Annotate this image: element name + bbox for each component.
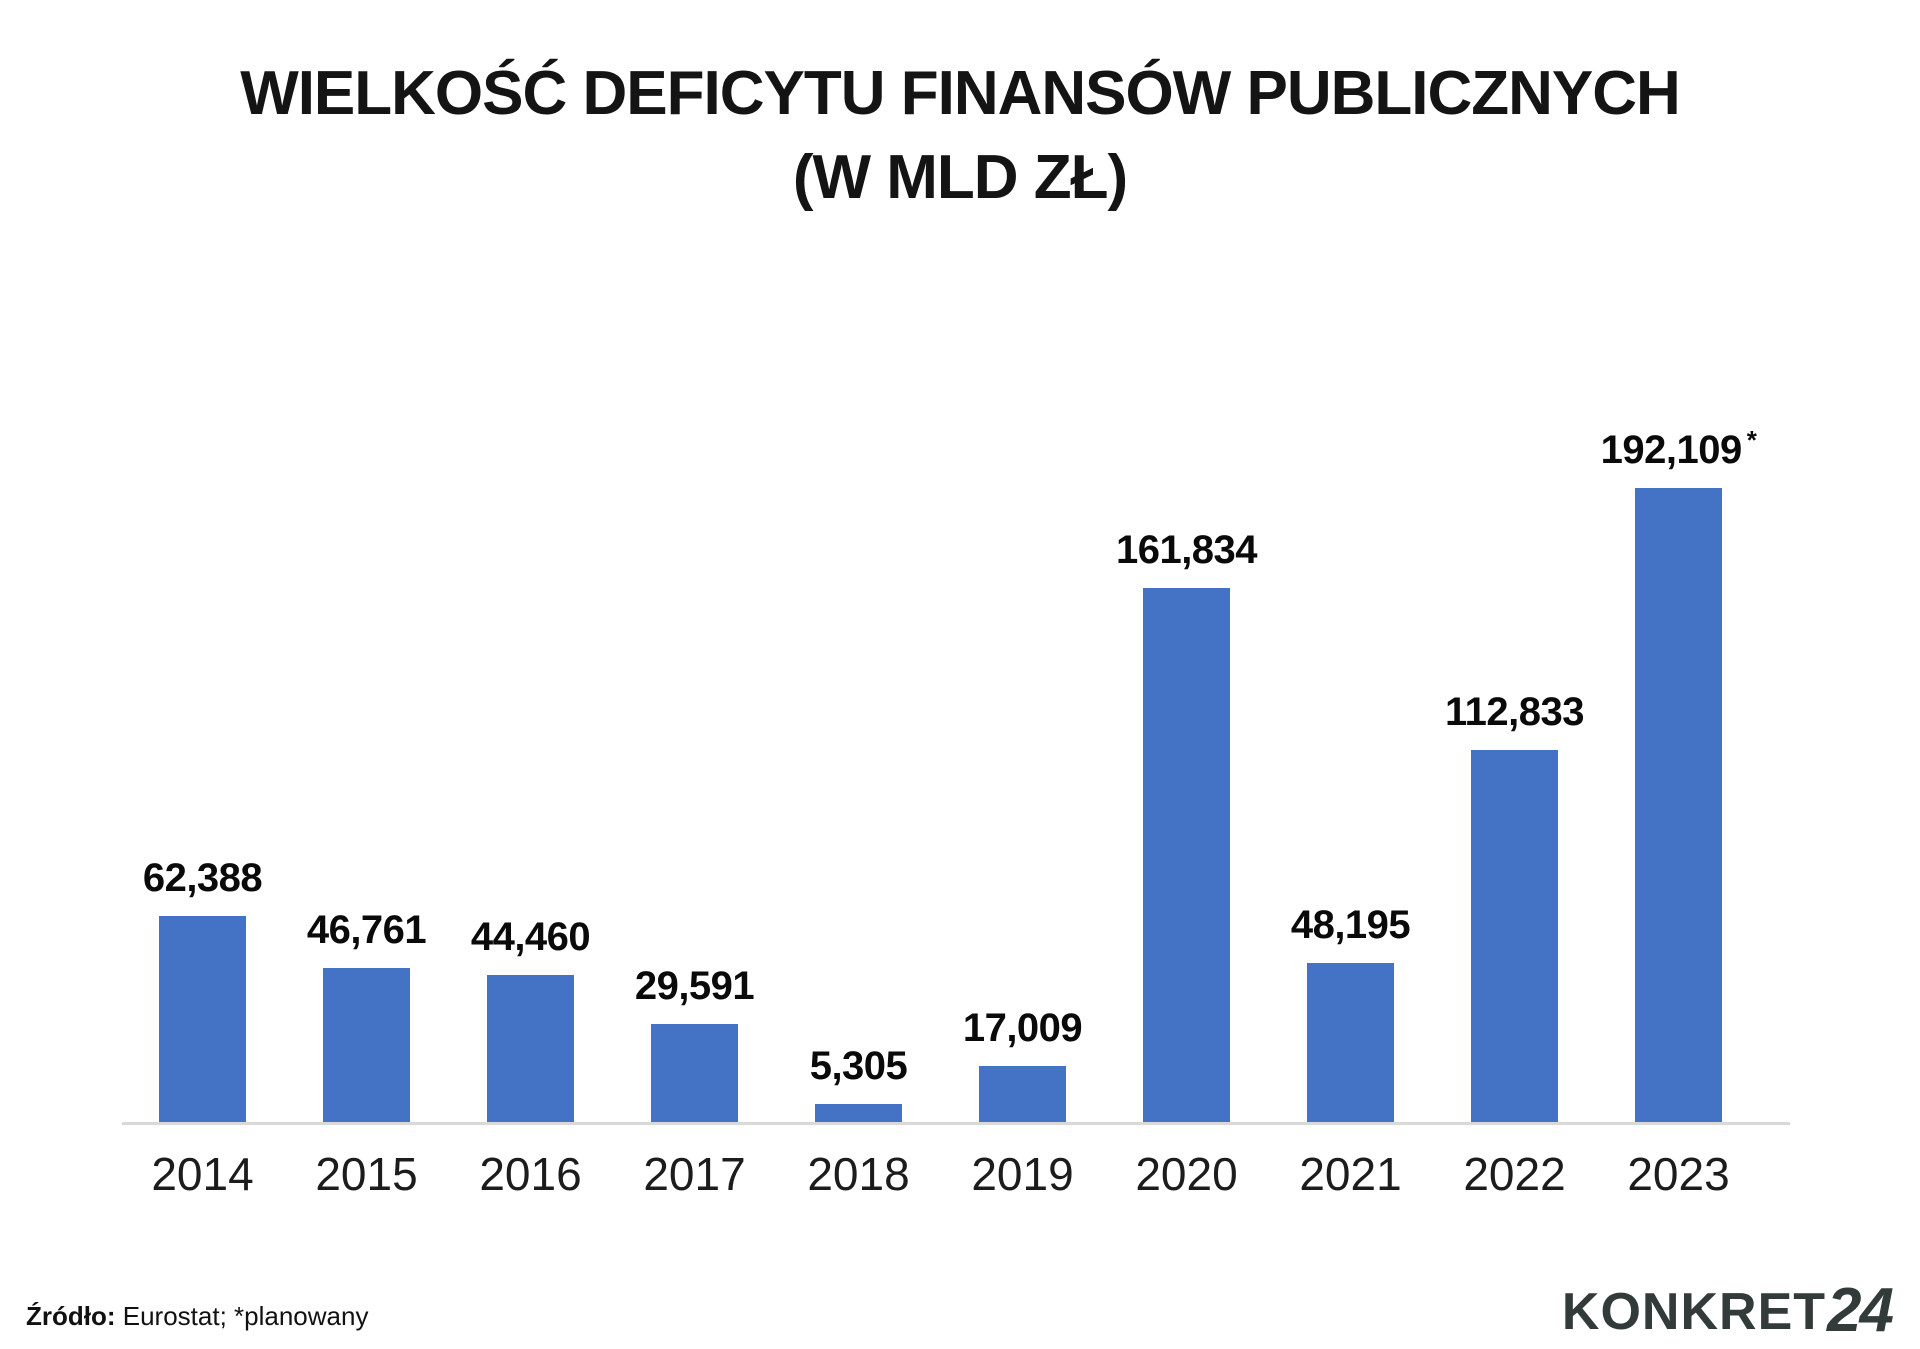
value-label-2021: 48,195	[1290, 903, 1411, 947]
value-label-2015: 46,761	[306, 908, 427, 952]
konkret24-logo-number: 24	[1827, 1276, 1894, 1345]
year-label-2017: 2017	[643, 1148, 746, 1200]
value-label-2022: 112,833	[1445, 690, 1584, 734]
bar-2017	[651, 1024, 738, 1122]
year-label-2014: 2014	[151, 1148, 254, 1200]
bar-group-2014: 62,388 2014	[143, 403, 263, 1200]
bar-2018	[815, 1104, 902, 1122]
bar-group-2018: 5,305 2018	[807, 403, 909, 1200]
bar-2020	[1143, 588, 1230, 1122]
year-label-2022: 2022	[1463, 1148, 1566, 1200]
bar-2023	[1635, 488, 1722, 1122]
bar-2019	[979, 1066, 1066, 1122]
year-label-2023: 2023	[1627, 1148, 1730, 1200]
year-label-2015: 2015	[315, 1148, 418, 1200]
bar-group-2019: 17,009 2019	[963, 403, 1083, 1200]
bar-group-2023: 192,109 * 2023	[1601, 403, 1757, 1200]
x-axis-baseline	[122, 1122, 1790, 1125]
value-label-2014: 62,388	[142, 856, 263, 900]
chart-plot-area: 62,388 2014 46,761 2015 44,460 2016 29,591 2017…	[122, 403, 1790, 1200]
bar-group-2016: 44,460 2016	[471, 403, 591, 1200]
bar-group-2017: 29,591 2017	[635, 403, 755, 1200]
value-label-2018: 5,305	[809, 1044, 908, 1088]
source-note-label: Źródło:	[26, 1301, 116, 1331]
source-note-text: Eurostat; *planowany	[115, 1301, 369, 1331]
bar-2014	[159, 916, 246, 1122]
bar-group-2015: 46,761 2015	[307, 403, 427, 1200]
value-label-2017: 29,591	[634, 964, 755, 1008]
year-label-2019: 2019	[971, 1148, 1074, 1200]
chart-title-line2: (W MLD ZŁ)	[792, 142, 1128, 212]
source-note: Źródło: Eurostat; *planowany	[26, 1301, 368, 1332]
year-label-2021: 2021	[1299, 1148, 1402, 1200]
year-label-2018: 2018	[807, 1148, 910, 1200]
bar-2021	[1307, 963, 1394, 1122]
bar-group-2020: 161,834 2020	[1116, 403, 1258, 1200]
bar-2015	[323, 968, 410, 1122]
value-label-2020: 161,834	[1115, 528, 1258, 572]
bar-group-2022: 112,833 2022	[1445, 403, 1584, 1200]
chart-title: WIELKOŚĆ DEFICYTU FINANSÓW PUBLICZNYCH (…	[0, 52, 1920, 219]
value-label-2019: 17,009	[962, 1006, 1083, 1050]
bar-group-2021: 48,195 2021	[1291, 403, 1411, 1200]
bar-2016	[487, 975, 574, 1122]
value-label-2016: 44,460	[470, 915, 591, 959]
bar-2022	[1471, 750, 1558, 1122]
annotation-asterisk: *	[1746, 424, 1757, 455]
value-label-2023: 192,109 *	[1600, 424, 1757, 472]
year-label-2020: 2020	[1135, 1148, 1238, 1200]
year-label-2016: 2016	[479, 1148, 582, 1200]
chart-title-line1: WIELKOŚĆ DEFICYTU FINANSÓW PUBLICZNYCH	[240, 59, 1681, 128]
konkret24-logo-word: KONKRET	[1561, 1283, 1827, 1341]
konkret24-logo: KONKRET24	[1561, 1280, 1894, 1342]
